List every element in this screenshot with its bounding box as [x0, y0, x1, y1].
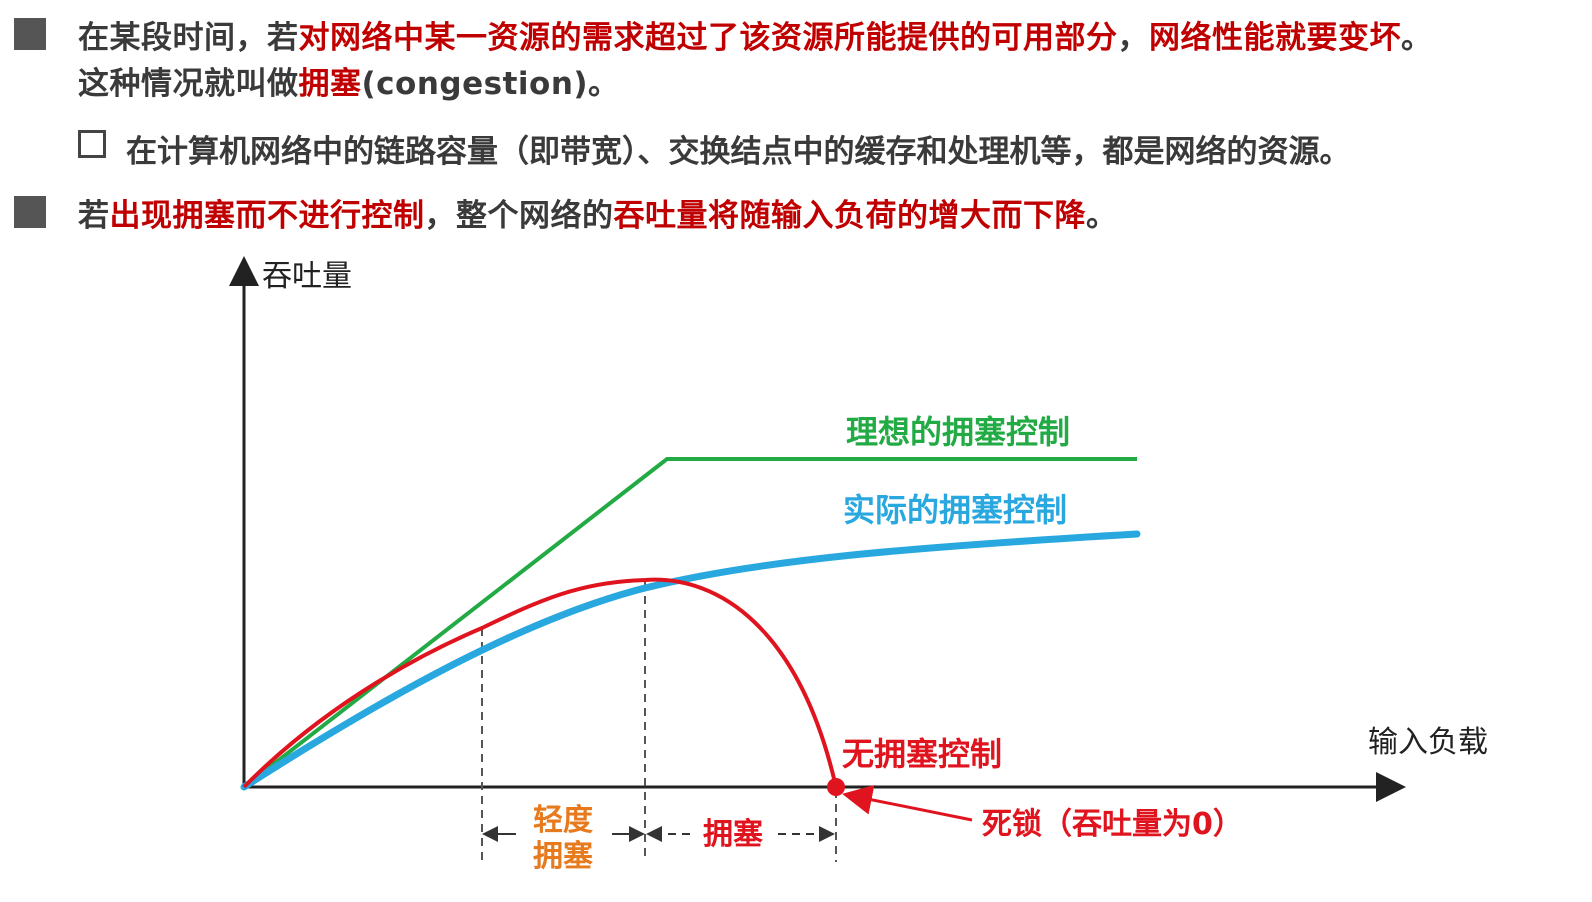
y-axis-label: 吞吐量 — [262, 259, 352, 294]
actual-congestion-control-curve — [240, 530, 1141, 791]
bullet-square-icon — [14, 196, 46, 228]
bullet-2-line: 若出现拥塞而不进行控制，整个网络的吞吐量将随输入负荷的增大而下降。 — [78, 190, 1118, 235]
light-congestion-label-2: 拥塞 — [533, 839, 593, 874]
bullet-1-line-1-segment: 在某段时间，若 — [78, 20, 299, 56]
x-axis-label: 输入负载 — [1368, 725, 1488, 760]
sub-bullet-checkbox-icon — [78, 130, 106, 158]
bullet-1-line-1: 在某段时间，若对网络中某一资源的需求超过了该资源所能提供的可用部分，网络性能就要… — [78, 12, 1433, 57]
bullet-1-line-1-segment: ， — [1117, 20, 1149, 56]
bullet-square-icon — [14, 18, 46, 50]
no-congestion-control-curve — [242, 577, 838, 789]
sub-bullet-text: 在计算机网络中的链路容量（即带宽）、交换结点中的缓存和处理机等，都是网络的资源。 — [126, 134, 1351, 170]
bullet-2-line-segment: 出现拥塞而不进行控制 — [109, 198, 425, 234]
bullet-1-line-2-segment: (congestion)。 — [361, 66, 620, 102]
ideal-curve-label: 理想的拥塞控制 — [846, 413, 1070, 451]
bullet-2-line-segment: 若 — [78, 198, 110, 234]
bullet-1-line-2-segment: 这种情况就叫做 — [78, 66, 299, 102]
bullet-1-line-2: 这种情况就叫做拥塞(congestion)。 — [78, 58, 620, 103]
bullet-2-line-segment: 吞吐量将随输入负荷的增大而下降 — [613, 198, 1086, 234]
no-control-curve-label: 无拥塞控制 — [842, 735, 1002, 773]
light-congestion-label-1: 轻度 — [533, 803, 593, 838]
bullet-1-line-2-segment: 拥塞 — [298, 66, 362, 102]
bullet-1-line-1-segment: 对网络中某一资源的需求超过了该资源所能提供的可用部分 — [298, 20, 1118, 56]
bullet-1-line-1-segment: 网络性能就要变坏 — [1149, 20, 1401, 56]
bullet-2-line-segment: 。 — [1086, 198, 1118, 234]
deadlock-point — [827, 778, 845, 796]
actual-curve-label: 实际的拥塞控制 — [843, 491, 1067, 529]
congestion-region-label: 拥塞 — [703, 817, 763, 852]
bullet-2-line-segment: ，整个网络的 — [424, 198, 614, 234]
deadlock-label: 死锁（吞吐量为0） — [982, 807, 1243, 842]
deadlock-pointer-arrow — [842, 785, 973, 822]
bullet-1-line-1-segment: 。 — [1401, 20, 1433, 56]
